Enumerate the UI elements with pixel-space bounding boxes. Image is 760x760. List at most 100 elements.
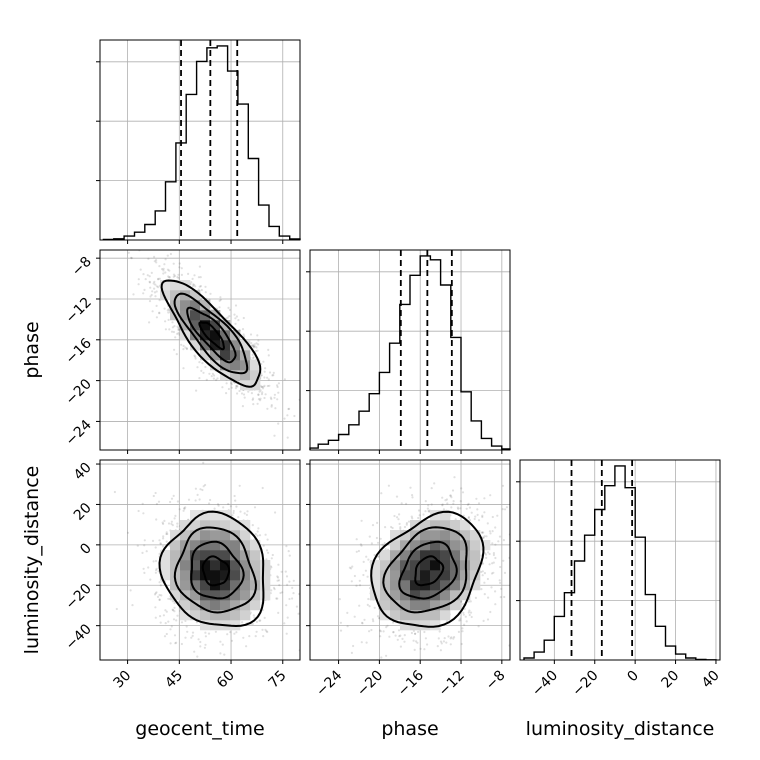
sample-point — [482, 619, 485, 623]
sample-point — [256, 349, 259, 352]
sample-point — [373, 553, 376, 557]
density-cell — [240, 360, 251, 371]
sample-point — [178, 508, 181, 511]
sample-point — [287, 550, 290, 553]
sample-point — [395, 495, 399, 498]
sample-point — [168, 276, 171, 279]
sample-point — [411, 517, 414, 520]
sample-point — [155, 518, 158, 521]
sample-point — [502, 539, 505, 542]
sample-point — [444, 499, 447, 502]
sample-point — [198, 377, 201, 380]
density-cell — [210, 360, 221, 371]
sample-point — [161, 545, 165, 548]
sample-point — [163, 263, 166, 266]
sample-point — [238, 389, 241, 393]
sample-point — [185, 347, 188, 350]
sample-point — [295, 605, 298, 608]
histogram-geocent_time — [102, 45, 301, 241]
sample-point — [185, 625, 188, 628]
contour-level-0 — [201, 555, 231, 587]
sample-point — [172, 275, 175, 278]
sample-point — [184, 619, 187, 623]
sample-point — [171, 321, 174, 324]
sample-point — [255, 346, 258, 349]
sample-point — [473, 517, 476, 521]
sample-point — [162, 272, 165, 275]
sample-point — [198, 265, 201, 268]
sample-point — [195, 389, 198, 392]
sample-point — [270, 589, 273, 592]
sample-point — [194, 487, 197, 490]
sample-point — [148, 300, 152, 303]
x-tick-label: −24 — [313, 667, 345, 699]
sample-point — [255, 342, 258, 345]
sample-point — [155, 285, 158, 288]
sample-point — [176, 500, 179, 503]
sample-point — [462, 611, 465, 614]
sample-point — [286, 436, 289, 439]
sample-point — [276, 579, 279, 582]
sample-point — [180, 621, 184, 624]
sample-point — [355, 584, 358, 587]
sample-point — [225, 382, 228, 385]
sample-point — [175, 619, 178, 622]
sample-point — [458, 619, 461, 622]
sample-point — [264, 533, 267, 536]
sample-point — [226, 633, 229, 636]
sample-point — [132, 245, 134, 247]
sample-point — [494, 526, 497, 529]
sample-point — [177, 326, 180, 330]
density-cell — [470, 540, 481, 551]
sample-point — [178, 262, 181, 265]
sample-point — [149, 578, 152, 581]
density-cell — [220, 610, 231, 621]
density-cell — [180, 580, 191, 591]
sample-point — [468, 609, 471, 612]
sample-point — [251, 622, 254, 626]
sample-point — [180, 343, 183, 346]
sample-point — [153, 287, 156, 290]
sample-point — [437, 637, 440, 640]
density-cell — [440, 520, 451, 531]
sample-point — [362, 573, 365, 577]
density-cell — [160, 560, 171, 571]
sample-point — [379, 537, 382, 540]
density-cell — [410, 580, 421, 591]
sample-point — [439, 649, 442, 652]
sample-point — [130, 256, 133, 259]
sample-point — [398, 522, 401, 526]
sample-point — [488, 563, 491, 566]
sample-point — [411, 494, 414, 497]
sample-point — [173, 325, 176, 328]
y-tick-label: −12 — [63, 294, 95, 326]
sample-point — [476, 513, 479, 517]
sample-point — [171, 600, 174, 603]
density-cell — [200, 520, 211, 531]
density-cell — [210, 510, 221, 521]
sample-point — [352, 644, 355, 648]
density-cell — [210, 530, 221, 541]
sample-point — [238, 484, 241, 487]
sample-point — [233, 494, 236, 498]
sample-point — [152, 282, 155, 285]
sample-point — [172, 330, 175, 334]
sample-point — [292, 592, 295, 595]
frame-layer — [99, 39, 721, 661]
density-cell — [400, 620, 411, 631]
sample-point — [221, 386, 224, 389]
density-cell — [220, 350, 231, 361]
sample-point — [225, 455, 227, 457]
sample-point — [491, 562, 494, 565]
density-cell — [200, 530, 211, 541]
sample-point — [218, 306, 221, 309]
sample-point — [505, 506, 508, 509]
sample-point — [155, 567, 158, 570]
sample-point — [242, 393, 246, 396]
sample-point — [267, 354, 270, 357]
sample-point — [115, 607, 118, 611]
sample-point — [376, 541, 380, 544]
density-cell — [440, 510, 451, 521]
sample-point — [202, 371, 205, 374]
sample-point — [407, 520, 411, 523]
